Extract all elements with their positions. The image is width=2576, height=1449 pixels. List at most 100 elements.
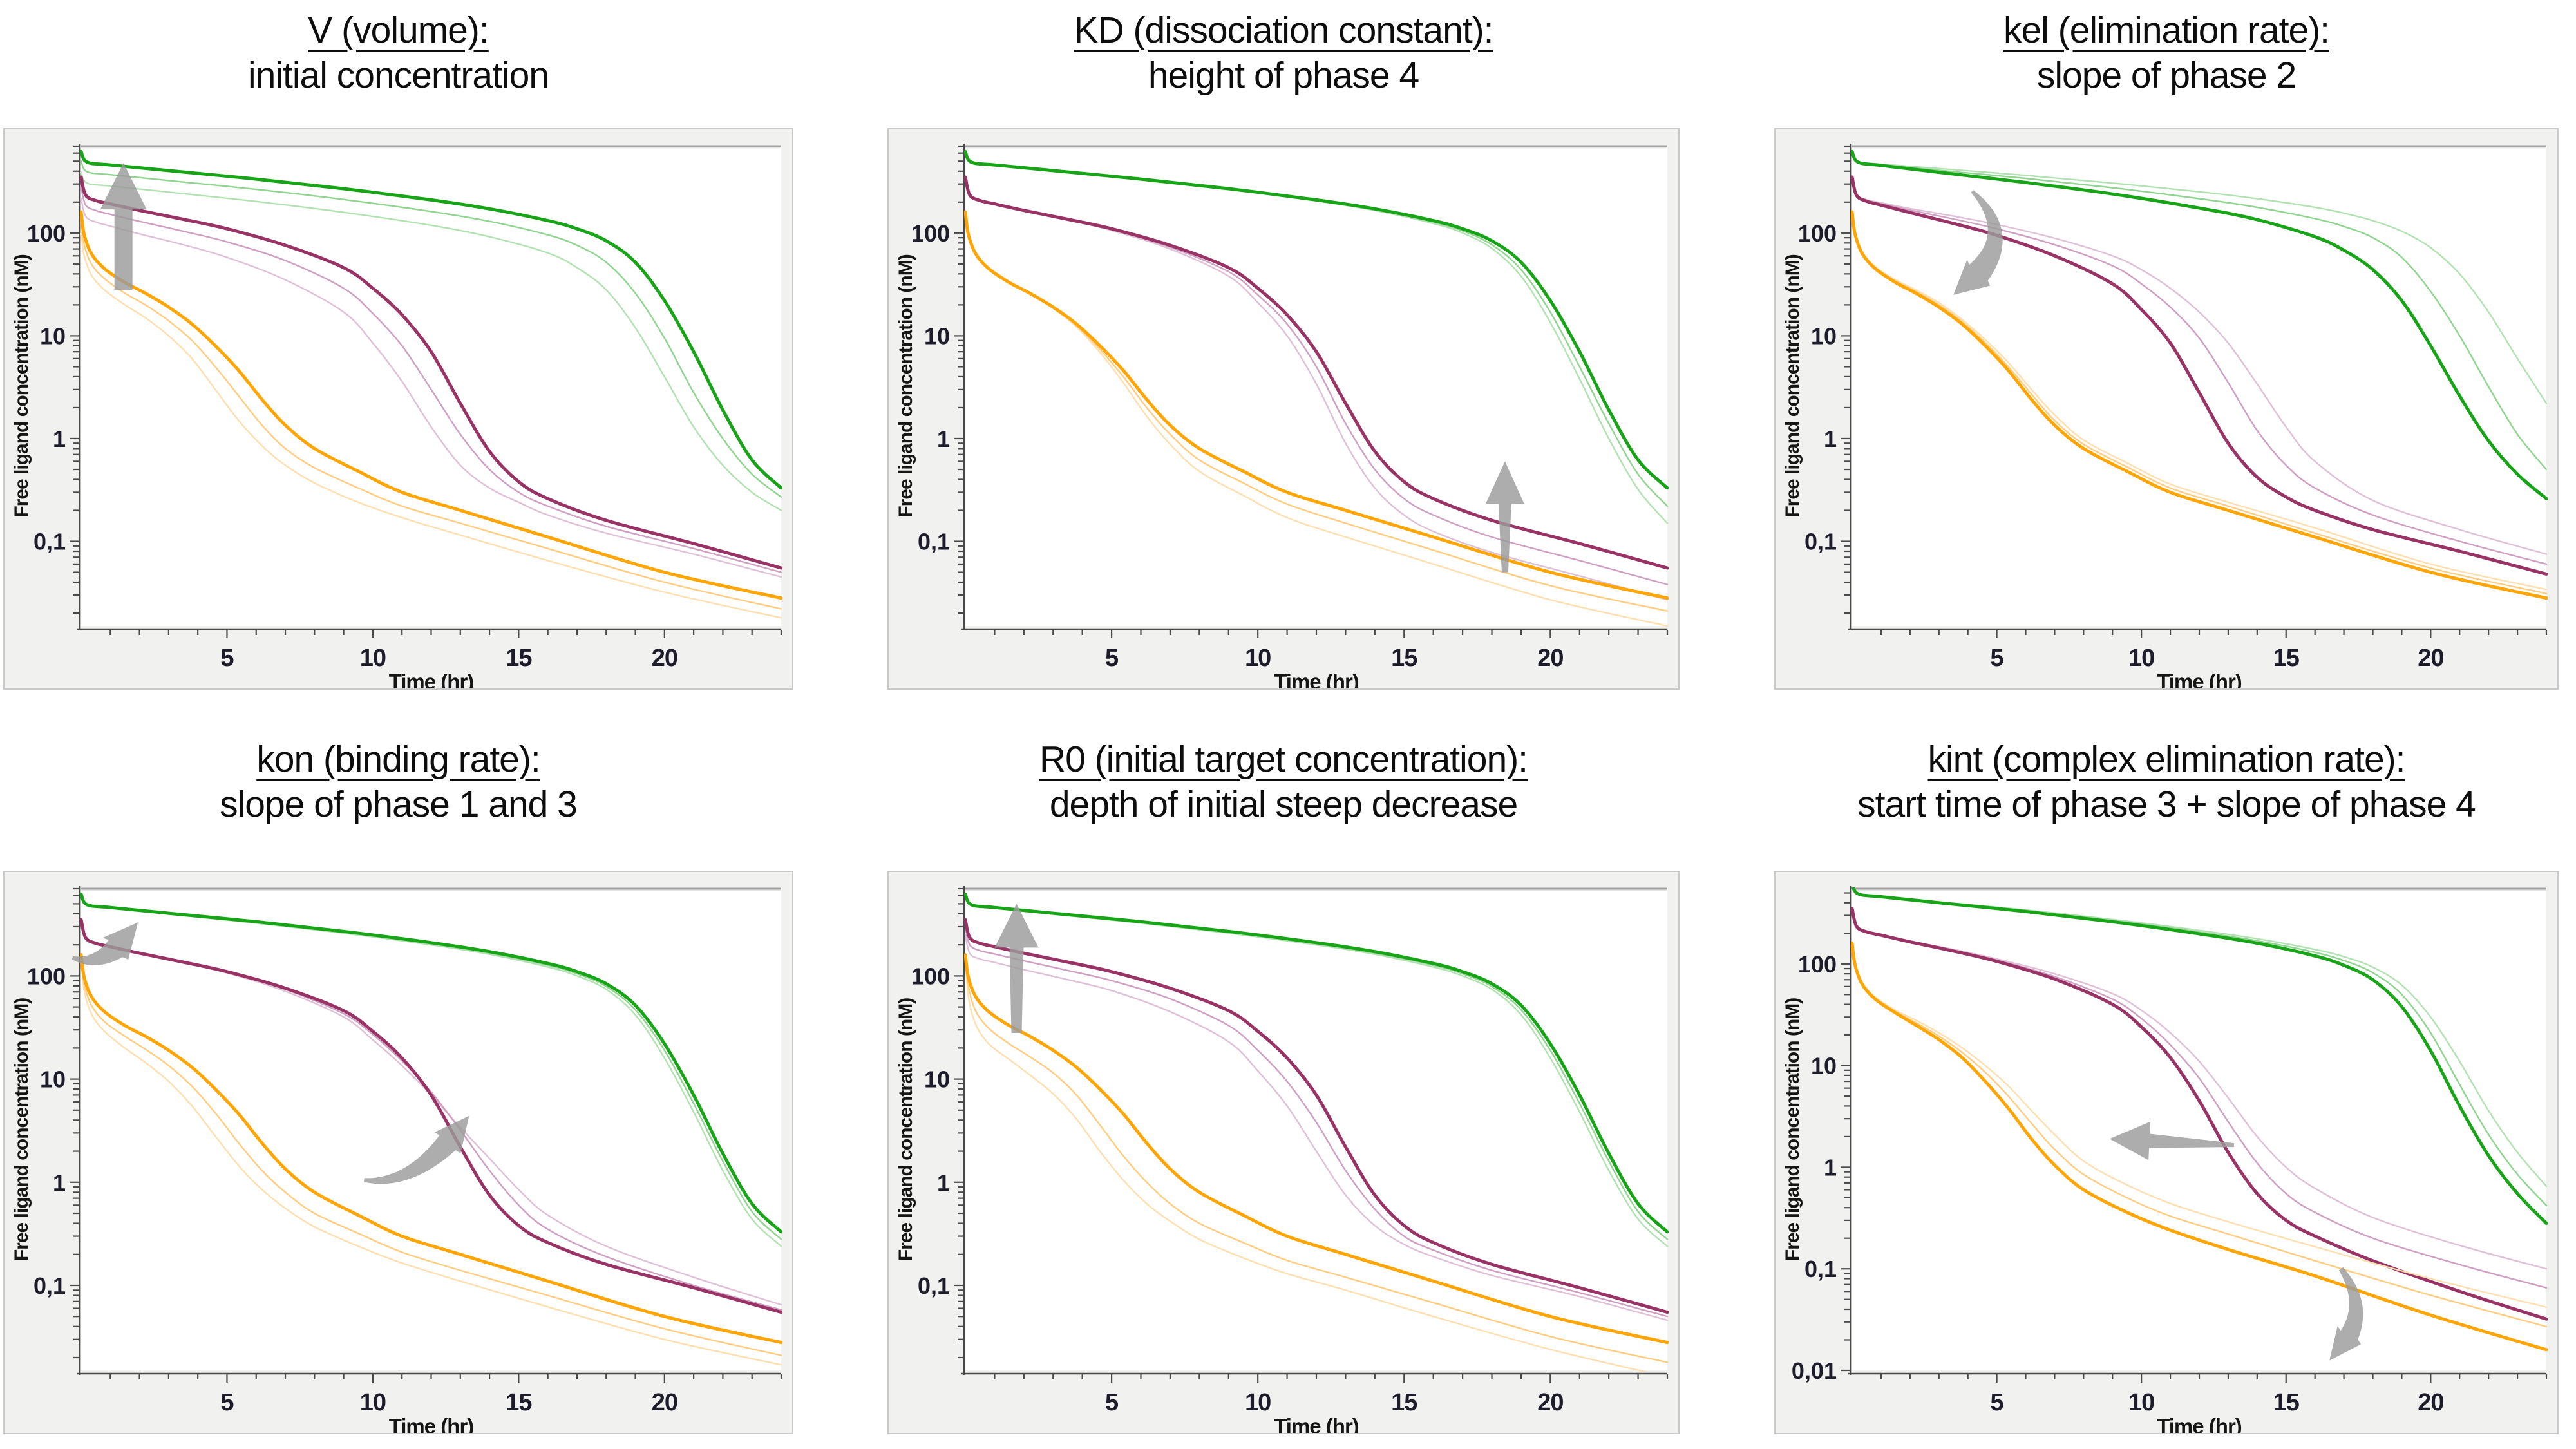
plot-area (81, 889, 781, 1370)
effect-arrows (2109, 1121, 2363, 1361)
y-tick-labels: 100 10 1 0,1 0,01 (1792, 951, 1837, 1384)
x-axis-title: Time (hr) (1274, 1414, 1359, 1433)
y-axis-title: Free ligand concentration (nM) (895, 254, 916, 517)
series-low-dose-var1 (964, 954, 1669, 1363)
svg-text:20: 20 (652, 1389, 677, 1416)
svg-text:1: 1 (53, 426, 66, 452)
series-low-dose-main (80, 210, 782, 600)
svg-text:15: 15 (506, 1389, 532, 1416)
svg-text:10: 10 (1245, 1389, 1271, 1416)
series-low-dose-main (1851, 942, 2548, 1352)
series-low-dose-var2 (80, 232, 782, 619)
x-axis-title: Time (hr) (2157, 1414, 2242, 1433)
chart-title-kd: KD (dissociation constant): height of ph… (887, 8, 1680, 98)
svg-text:15: 15 (1391, 645, 1417, 672)
chart-title-kint-line1: kint (complex elimination rate): (1927, 739, 2406, 780)
chart-title-kon-line2: slope of phase 1 and 3 (220, 784, 578, 825)
svg-text:15: 15 (2273, 645, 2300, 672)
svg-text:10: 10 (40, 1066, 66, 1093)
series-high-dose-var2 (80, 171, 782, 511)
series-mid-dose-var2 (1851, 176, 2548, 555)
svg-text:1: 1 (53, 1170, 66, 1196)
plot-area (81, 146, 781, 626)
svg-text:0,1: 0,1 (1804, 1256, 1837, 1282)
axes (70, 886, 782, 1383)
chart-panel-kel: 100 10 1 0,1 5 10 15 20 Time (hr) Free ligand con… (1774, 128, 2559, 694)
chart-panel-kon: 100 10 1 0,1 5 10 15 20 Time (hr) Free ligand con… (3, 871, 793, 1438)
chart-title-v-line1: V (volume): (308, 10, 489, 51)
chart-title-kon: kon (binding rate): slope of phase 1 and… (3, 737, 793, 827)
svg-text:100: 100 (911, 220, 950, 247)
chart-svg-kon: 100 10 1 0,1 5 10 15 20 Time (hr) Free ligand con… (11, 886, 782, 1438)
series-low-dose-var1 (80, 221, 782, 610)
chart-title-v: V (volume): initial concentration (3, 8, 793, 98)
steepen-phase4-arrow (2329, 1267, 2363, 1361)
series-low-dose-main (964, 953, 1669, 1345)
chart-panel-kint: 100 10 1 0,1 0,01 5 10 15 20 Time (hr) Free ligand… (1774, 871, 2559, 1438)
svg-text:10: 10 (2128, 1389, 2154, 1416)
svg-text:5: 5 (1991, 1389, 2004, 1416)
svg-text:15: 15 (1391, 1389, 1417, 1416)
series-high-dose-main (964, 892, 1669, 1234)
x-tick-labels: 5 10 15 20 (1105, 1389, 1564, 1416)
chart-title-kel: kel (elimination rate): slope of phase 2 (1774, 8, 2559, 98)
earlier-phase3-arrow (2109, 1121, 2234, 1160)
series-mid-dose-var2 (964, 934, 1669, 1321)
y-axis-title: Free ligand concentration (nM) (1782, 998, 1803, 1261)
series-low-dose-main (1851, 210, 2548, 600)
y-tick-labels: 100 10 1 0,1 (27, 963, 66, 1299)
svg-text:15: 15 (2273, 1389, 2300, 1416)
svg-text:1: 1 (1824, 426, 1837, 452)
svg-text:100: 100 (911, 963, 950, 989)
effect-arrows (1953, 190, 2003, 295)
y-tick-labels: 100 10 1 0,1 (911, 220, 950, 555)
svg-text:10: 10 (1811, 1053, 1837, 1079)
chart-title-kel-line1: kel (elimination rate): (2003, 10, 2330, 51)
x-axis-title: Time (hr) (389, 670, 474, 688)
x-tick-labels: 5 10 15 20 (1991, 645, 2445, 672)
effect-arrows (100, 163, 147, 290)
chart-title-kd-line2: height of phase 4 (1148, 55, 1419, 96)
chart-title-v-line2: initial concentration (248, 55, 549, 96)
raise-phase4-arrow (1485, 461, 1524, 573)
plot-area (965, 146, 1667, 626)
series-high-dose-var1 (80, 160, 782, 498)
y-axis-title: Free ligand concentration (nM) (11, 254, 32, 517)
series-mid-dose-main (1851, 175, 2548, 576)
series-high-dose-main (80, 149, 782, 490)
series-mid-dose-main (1851, 907, 2548, 1321)
chart-title-r0-line2: depth of initial steep decrease (1049, 784, 1518, 825)
x-tick-labels: 5 10 15 20 (220, 645, 678, 672)
svg-text:1: 1 (937, 1170, 950, 1196)
svg-text:100: 100 (1798, 220, 1837, 247)
series-curves (964, 149, 1669, 627)
y-tick-labels: 100 10 1 0,1 (27, 220, 66, 555)
svg-text:20: 20 (2418, 1389, 2443, 1416)
plot-area (1852, 889, 2546, 1370)
chart-svg-R0: 100 10 1 0,1 5 10 15 20 Time (hr) Free ligand con… (895, 886, 1669, 1438)
x-axis-title: Time (hr) (2157, 670, 2242, 688)
svg-text:10: 10 (360, 645, 386, 672)
chart-title-kon-line1: kon (binding rate): (256, 739, 540, 780)
svg-text:20: 20 (2418, 645, 2443, 672)
steepen-phase3-arrow (364, 1115, 469, 1184)
series-mid-dose-main (964, 918, 1669, 1314)
chart-title-kd-line1: KD (dissociation constant): (1074, 10, 1494, 51)
series-low-dose-var2 (1851, 942, 2548, 1308)
y-axis-title: Free ligand concentration (nM) (1782, 254, 1803, 517)
axes (954, 886, 1669, 1383)
series-high-dose-main (964, 149, 1669, 490)
svg-text:5: 5 (220, 645, 234, 672)
series-curves (80, 149, 782, 619)
series-mid-dose-var1 (1851, 176, 2548, 565)
series-low-dose-var1 (80, 954, 782, 1356)
chart-title-kel-line2: slope of phase 2 (2036, 55, 2297, 96)
chart-panel-kd: 100 10 1 0,1 5 10 15 20 Time (hr) Free ligand con… (887, 128, 1680, 694)
svg-text:5: 5 (220, 1389, 234, 1416)
y-axis-title: Free ligand concentration (nM) (895, 998, 916, 1261)
steepen-phase2-arrow (1953, 190, 2003, 295)
series-high-dose-main (1851, 149, 2548, 500)
svg-text:10: 10 (924, 1066, 950, 1093)
svg-text:5: 5 (1105, 1389, 1119, 1416)
svg-text:100: 100 (1798, 951, 1837, 978)
